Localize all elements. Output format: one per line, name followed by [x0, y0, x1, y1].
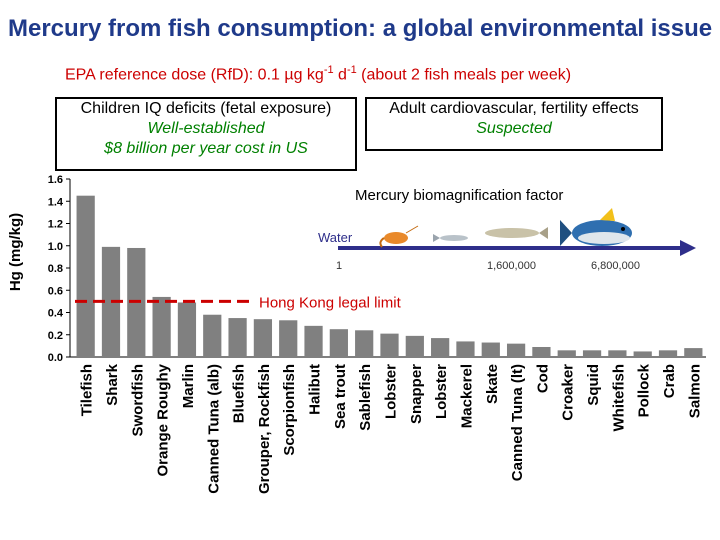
bar: [557, 350, 576, 357]
bar: [279, 320, 298, 357]
biomagnification-arrow-head: [680, 240, 696, 256]
category-label: Swordfish: [129, 364, 146, 437]
adult-effects-status: Suspected: [476, 120, 552, 137]
y-tick-label: 0.6: [48, 285, 63, 297]
bar: [405, 335, 424, 357]
category-label: Squid: [585, 364, 602, 406]
category-label: Canned Tuna (alb): [205, 364, 222, 494]
category-label: Tilefish: [79, 364, 96, 416]
page-title: Mercury from fish consumption: a global …: [8, 15, 713, 42]
category-label: Salmon: [686, 364, 703, 418]
y-tick-label: 1.2: [48, 219, 63, 231]
category-label: Grouper, Rockfish: [256, 364, 273, 494]
category-label: Shark: [104, 363, 121, 405]
adult-effects-heading: Adult cardiovascular, fertility effects: [389, 100, 639, 117]
category-label: Croaker: [560, 364, 577, 421]
children-effects-status: Well-established: [147, 120, 265, 137]
inset-title: Mercury biomagnification factor: [355, 187, 563, 204]
medium-fish-icon: [485, 227, 548, 239]
bar: [304, 325, 323, 357]
bar: [582, 350, 602, 357]
bar: [380, 333, 399, 357]
bar: [203, 314, 222, 357]
subtitle-sup-d: -1: [346, 64, 357, 76]
category-label: Cod: [534, 364, 551, 393]
subtitle-tail: (about 2 fish meals per week): [356, 66, 572, 84]
factor-mid: 1,600,000: [487, 260, 536, 272]
y-tick-label: 0.8: [48, 263, 63, 275]
bar: [253, 319, 273, 357]
bar: [506, 343, 526, 357]
category-label: Skate: [484, 364, 501, 404]
y-tick-label: 1.4: [48, 196, 64, 208]
y-tick-label: 0.2: [48, 330, 63, 342]
category-label: Crab: [661, 364, 678, 398]
subtitle-sup-kg: -1: [323, 64, 334, 76]
bar: [684, 348, 703, 357]
bar: [481, 342, 500, 357]
category-label: Snapper: [408, 364, 425, 424]
category-label: Lobster: [383, 364, 400, 419]
biomagnification-inset: Mercury biomagnification factor Water 1 …: [300, 183, 715, 275]
category-label: Orange Roughy: [155, 363, 172, 476]
water-label: Water: [318, 230, 353, 245]
small-fish-icon: [433, 234, 468, 242]
category-label: Canned Tuna (lt): [509, 364, 526, 481]
y-axis-title: Hg (mg/kg): [7, 213, 24, 291]
bar: [329, 329, 348, 357]
bar: [101, 246, 121, 357]
bar: [228, 318, 247, 357]
bar: [76, 195, 95, 357]
category-label: Scorpionfish: [281, 364, 298, 456]
category-label: Mackerel: [458, 364, 475, 428]
y-tick-label: 1.0: [48, 241, 63, 253]
category-label: Pollock: [636, 363, 653, 417]
category-label: Halibut: [307, 364, 324, 415]
bar: [633, 351, 652, 357]
children-effects-cost: $8 billion per year cost in US: [104, 140, 308, 157]
y-tick-label: 0.4: [48, 308, 64, 320]
bar: [177, 302, 197, 357]
bar: [608, 350, 627, 357]
factor-top: 6,800,000: [591, 260, 640, 272]
bar: [152, 296, 171, 357]
category-label: Bluefish: [231, 364, 248, 423]
subtitle-mid: d: [333, 66, 347, 84]
subtitle-main: EPA reference dose (RfD): 0.1 µg kg: [65, 66, 324, 84]
children-effects-box: Children IQ deficits (fetal exposure) We…: [55, 97, 357, 171]
category-label: Sablefish: [357, 364, 374, 431]
bar: [532, 346, 551, 357]
category-label: Sea trout: [332, 364, 349, 429]
legal-limit-label: Hong Kong legal limit: [259, 294, 402, 311]
children-effects-heading: Children IQ deficits (fetal exposure): [80, 100, 332, 117]
shrimp-icon: [379, 225, 419, 248]
category-label: Marlin: [180, 364, 197, 408]
tuna-icon: [560, 208, 632, 246]
category-label: Lobster: [433, 364, 450, 419]
bar: [456, 341, 475, 357]
y-tick-label: 1.6: [48, 174, 63, 186]
y-tick-label: 0.0: [48, 352, 63, 364]
factor-water: 1: [336, 260, 342, 272]
category-label: Whitefish: [610, 364, 627, 432]
adult-effects-box: Adult cardiovascular, fertility effects …: [365, 97, 663, 151]
category-labels: Tilefish Shark Swordfish Orange Roughy Marli…: [79, 363, 704, 494]
bar: [355, 330, 374, 357]
bar: [431, 338, 450, 357]
reference-dose-subtitle: EPA reference dose (RfD): 0.1 µg kg-1 d-…: [65, 64, 571, 84]
bar: [658, 350, 678, 357]
